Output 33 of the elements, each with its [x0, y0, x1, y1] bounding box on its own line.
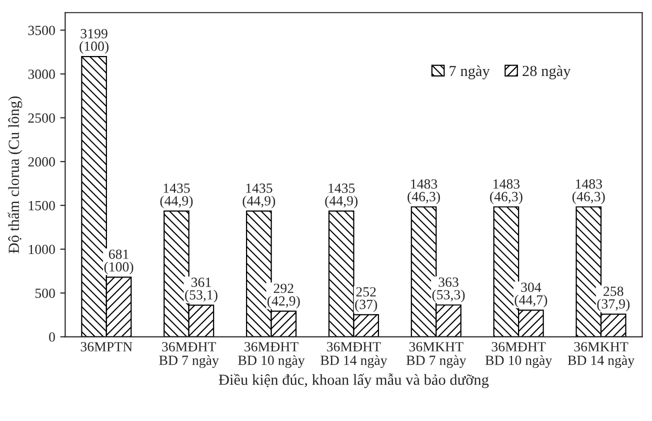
- x-tick-label: 36MKHT BD 7 ngày: [406, 342, 466, 368]
- data-label: 304 (44,7): [514, 282, 548, 308]
- data-label: 1483 (46,3): [572, 179, 605, 204]
- x-tick-label: 36MĐHT BD 14 ngày: [320, 342, 388, 368]
- x-tick-label: 36MPTN: [80, 342, 132, 352]
- data-label: 1483 (46,3): [408, 179, 440, 204]
- data-label: 258 (37,9): [597, 286, 630, 312]
- data-label: 361 (53,1): [185, 278, 218, 302]
- y-tick-label: 500: [35, 288, 55, 298]
- legend-label: 28 ngày: [522, 65, 571, 80]
- data-label: 252 (37): [355, 287, 378, 312]
- x-tick-label: 36MĐHT BD 7 ngày: [159, 342, 219, 368]
- data-label: 681 (100): [104, 250, 134, 274]
- y-tick-label: 2500: [28, 113, 55, 123]
- data-label: 1435 (44,9): [160, 184, 193, 208]
- data-label: 1435 (44,9): [242, 184, 276, 208]
- y-tick-label: 0: [49, 332, 55, 342]
- x-tick-label: 36MKHT BD 14 ngày: [568, 342, 635, 368]
- y-tick-label: 1500: [28, 200, 55, 210]
- x-axis-title: Điều kiện đúc, khoan lấy mẫu và bảo dưỡng: [218, 373, 489, 388]
- y-tick-label: 2000: [28, 157, 55, 167]
- y-tick-label: 1000: [28, 244, 55, 254]
- data-label: 1483 (46,3): [490, 179, 522, 204]
- y-axis-title: Độ thấm clorua (Cu lông): [8, 96, 22, 254]
- data-label: 1435 (44,9): [325, 184, 358, 208]
- legend-label: 7 ngày: [450, 65, 490, 80]
- data-label: 363 (53,3): [432, 277, 465, 302]
- data-label: 3199 (100): [80, 28, 108, 54]
- x-tick-label: 36MĐHT BD 10 ngày: [238, 342, 305, 368]
- x-tick-label: 36MĐHT BD 10 ngày: [485, 342, 552, 368]
- y-tick-label: 3000: [28, 70, 55, 79]
- y-tick-label: 3500: [28, 26, 55, 36]
- data-label: 292 (42,9): [267, 284, 300, 308]
